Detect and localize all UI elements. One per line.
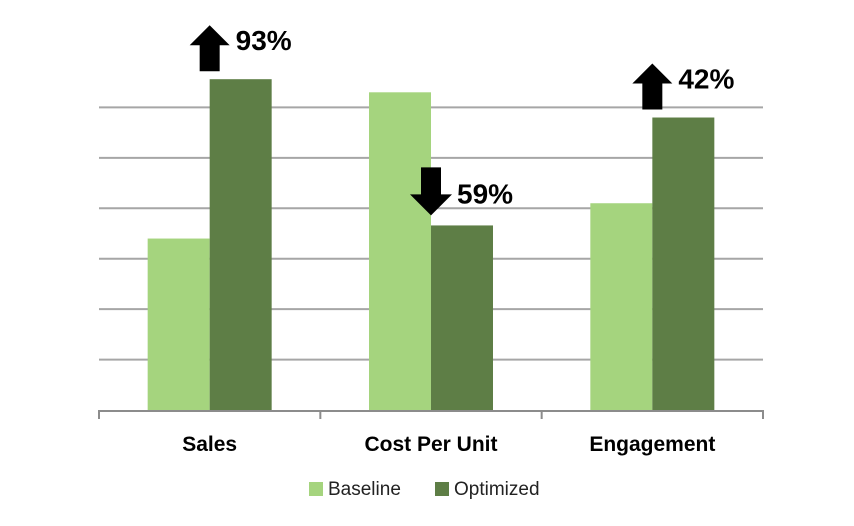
legend-label: Optimized — [454, 479, 540, 500]
bars — [147, 79, 715, 411]
legend-swatch-optimized — [435, 482, 449, 496]
bar-baseline-sales — [147, 238, 210, 410]
category-labels: Sales Cost Per Unit Engagement — [182, 433, 715, 456]
category-label: Sales — [182, 433, 237, 456]
legend: Baseline Optimized — [309, 479, 540, 500]
change-label: 93% — [236, 25, 292, 56]
arrow-down-icon — [410, 167, 452, 216]
bar-baseline-cost-per-unit — [369, 92, 431, 411]
bar-optimized-engagement — [652, 117, 715, 410]
category-label: Cost Per Unit — [364, 433, 497, 456]
bar-baseline-engagement — [590, 203, 653, 410]
bar-optimized-cost-per-unit — [431, 225, 493, 410]
legend-label: Baseline — [328, 479, 401, 500]
change-label: 42% — [678, 64, 734, 95]
change-label: 59% — [457, 178, 513, 209]
legend-swatch-baseline — [309, 482, 323, 496]
arrow-up-icon — [189, 25, 230, 72]
bar-optimized-sales — [209, 79, 272, 410]
arrow-up-icon — [632, 63, 673, 110]
x-axis — [98, 410, 764, 419]
change-annotations: 93% 59% 42% — [189, 25, 734, 216]
category-label: Engagement — [589, 433, 715, 456]
